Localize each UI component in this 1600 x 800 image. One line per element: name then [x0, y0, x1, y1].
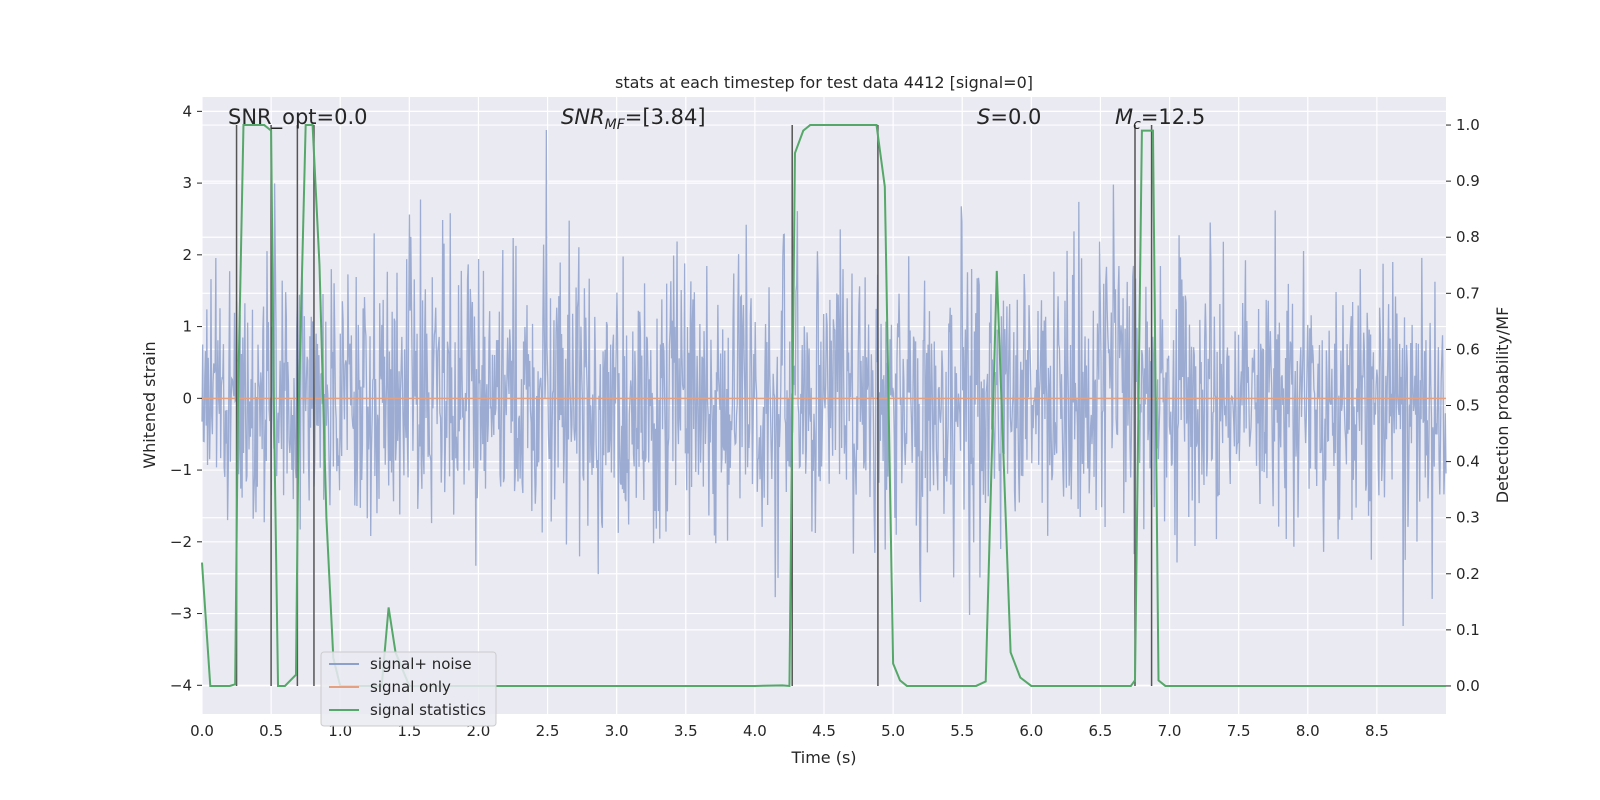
- y2-tick-label: 0.0: [1456, 677, 1480, 695]
- x-tick-label: 4.5: [812, 722, 836, 740]
- x-tick-label: 6.5: [1089, 722, 1113, 740]
- y2-tick-label: 0.7: [1456, 284, 1480, 302]
- legend-box: [320, 651, 497, 727]
- x-tick-label: 6.0: [1019, 722, 1043, 740]
- annotation-snr-mf: SNRMF=[3.84]: [561, 105, 706, 133]
- chart-title: stats at each timestep for test data 441…: [615, 73, 1033, 92]
- y2-tick-label: 0.1: [1456, 621, 1480, 639]
- y-axis-ticks: −4 −3 −2 −1 0 1 2 3 4: [170, 102, 202, 694]
- y-tick-label: 0: [182, 389, 192, 407]
- y-tick-label: 1: [182, 318, 192, 336]
- legend-label-signal-only: signal only: [370, 678, 451, 696]
- x-tick-label: 8.0: [1296, 722, 1320, 740]
- x-tick-label: 0.5: [259, 722, 283, 740]
- y2-tick-label: 0.2: [1456, 565, 1480, 583]
- y-tick-label: 4: [182, 102, 192, 120]
- annotation-snr-mf-value: =[3.84]: [625, 105, 706, 129]
- y2-tick-label: 0.8: [1456, 228, 1480, 246]
- series-line-signal-noise: [201, 130, 1447, 626]
- y2-tick-label: 0.5: [1456, 397, 1480, 415]
- y2-tick-label: 0.9: [1456, 172, 1480, 190]
- x-tick-label: 2.5: [536, 722, 560, 740]
- annotation-snr-mf-base: SNR: [561, 105, 605, 129]
- x-tick-label: 4.0: [743, 722, 767, 740]
- legend-label-signal-statistics: signal statistics: [370, 701, 486, 719]
- annotation-mc-base: M: [1115, 105, 1133, 129]
- x-tick-label: 5.5: [950, 722, 974, 740]
- annotation-s: S=0.0: [977, 105, 1041, 129]
- x-tick-label: 8.5: [1365, 722, 1389, 740]
- y-tick-label: 2: [182, 246, 192, 264]
- x-tick-label: 5.0: [881, 722, 905, 740]
- legend-label-signal-noise: signal+ noise: [370, 655, 472, 673]
- y-tick-label: −1: [170, 461, 192, 479]
- y2-tick-label: 0.3: [1456, 509, 1480, 527]
- y2-tick-label: 1.0: [1456, 116, 1480, 134]
- y-tick-label: −3: [170, 605, 192, 623]
- legend: signal+ noise signal only signal statist…: [320, 651, 497, 727]
- series-signal-statistics: [201, 124, 1446, 688]
- annotation-snr-opt: SNR_opt=0.0: [228, 105, 368, 130]
- y-tick-label: 3: [182, 174, 192, 192]
- y-axis-label: Whitened strain: [140, 341, 159, 468]
- x-tick-label: 0.0: [190, 722, 214, 740]
- annotation-snr-mf-sub: MF: [605, 117, 626, 133]
- y2-axis-ticks: 0.0 0.1 0.2 0.3 0.4 0.5 0.6 0.7 0.8 0.9 1.0: [1446, 116, 1480, 695]
- series-line-signal-statistics: [201, 124, 1446, 688]
- annotation-s-value: =0.0: [990, 105, 1041, 129]
- x-tick-label: 7.5: [1227, 722, 1251, 740]
- series-signal-noise: [201, 130, 1447, 626]
- y-tick-label: −4: [170, 676, 192, 694]
- x-axis-label: Time (s): [790, 748, 856, 767]
- annotation-mc: Mc=12.5: [1115, 105, 1205, 133]
- annotation-mc-value: =12.5: [1141, 105, 1205, 129]
- y2-tick-label: 0.4: [1456, 453, 1480, 471]
- annotation-s-base: S: [977, 105, 990, 129]
- x-tick-label: 3.5: [674, 722, 698, 740]
- x-tick-label: 3.0: [605, 722, 629, 740]
- annotation-mc-sub: c: [1133, 117, 1141, 133]
- y-tick-label: −2: [170, 533, 192, 551]
- y2-tick-label: 0.6: [1456, 340, 1480, 358]
- y2-axis-label: Detection probability/MF: [1493, 307, 1512, 504]
- x-tick-label: 7.0: [1158, 722, 1182, 740]
